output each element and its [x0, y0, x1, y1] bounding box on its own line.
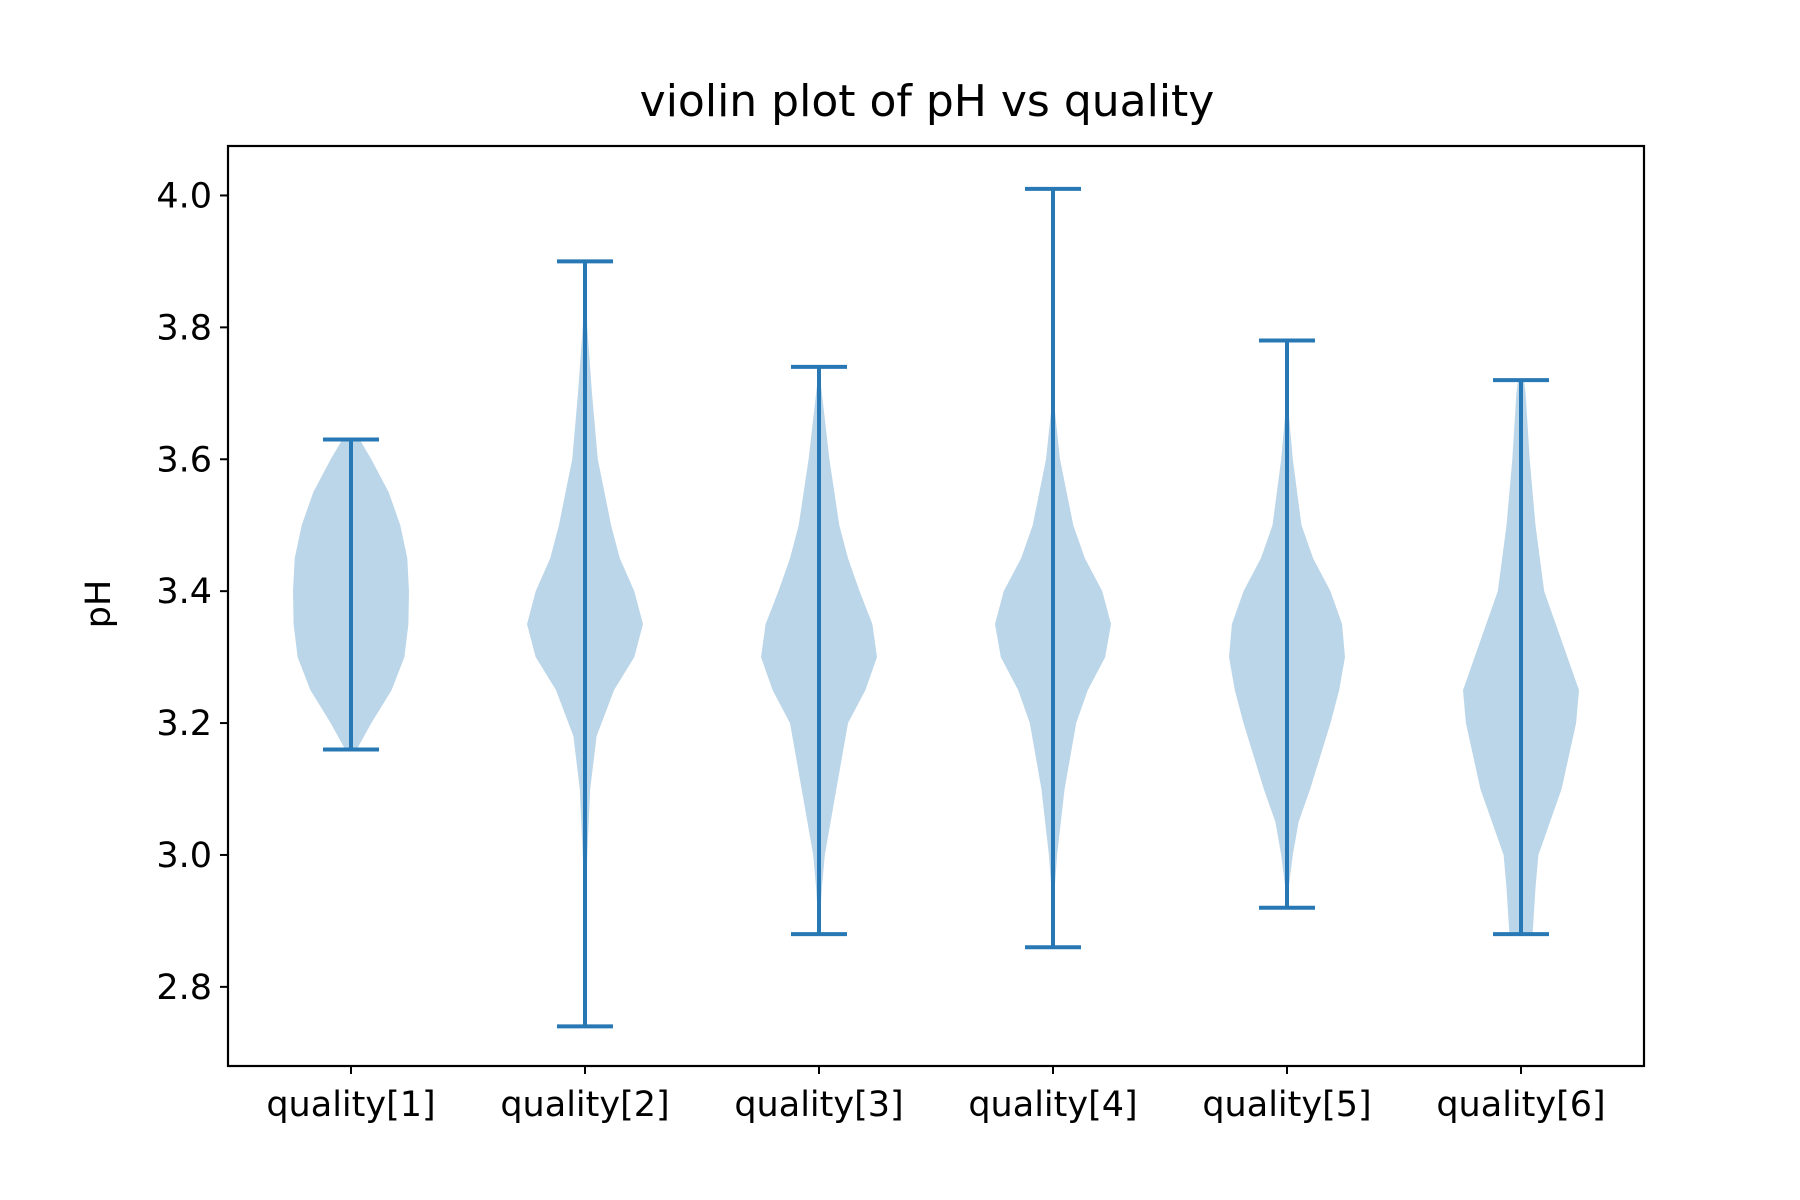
- x-axis: quality[1] quality[2] quality[3] quality[4]…: [266, 1066, 1606, 1125]
- x-tick-label: quality[3]: [734, 1085, 903, 1125]
- y-tick-label: 3.8: [156, 308, 212, 348]
- y-tick-label: 2.8: [156, 968, 212, 1008]
- y-axis-label: pH: [79, 580, 119, 629]
- y-tick-label: 3.0: [156, 836, 212, 876]
- x-tick-label: quality[6]: [1436, 1085, 1605, 1125]
- x-tick-label: quality[5]: [1202, 1085, 1371, 1125]
- y-tick-label: 3.6: [156, 440, 212, 480]
- y-tick-label: 3.4: [156, 572, 212, 612]
- y-tick-label: 3.2: [156, 704, 212, 744]
- chart-title: violin plot of pH vs quality: [640, 76, 1215, 127]
- x-tick-label: quality[1]: [266, 1085, 435, 1125]
- y-axis: 2.8 3.0 3.2 3.4 3.6 3.8 4.0: [156, 176, 228, 1008]
- y-tick-label: 4.0: [156, 176, 212, 216]
- plot-frame: [226, 144, 1646, 1068]
- x-tick-label: quality[2]: [500, 1085, 669, 1125]
- x-tick-label: quality[4]: [968, 1085, 1137, 1125]
- violins-group: [293, 186, 1579, 1029]
